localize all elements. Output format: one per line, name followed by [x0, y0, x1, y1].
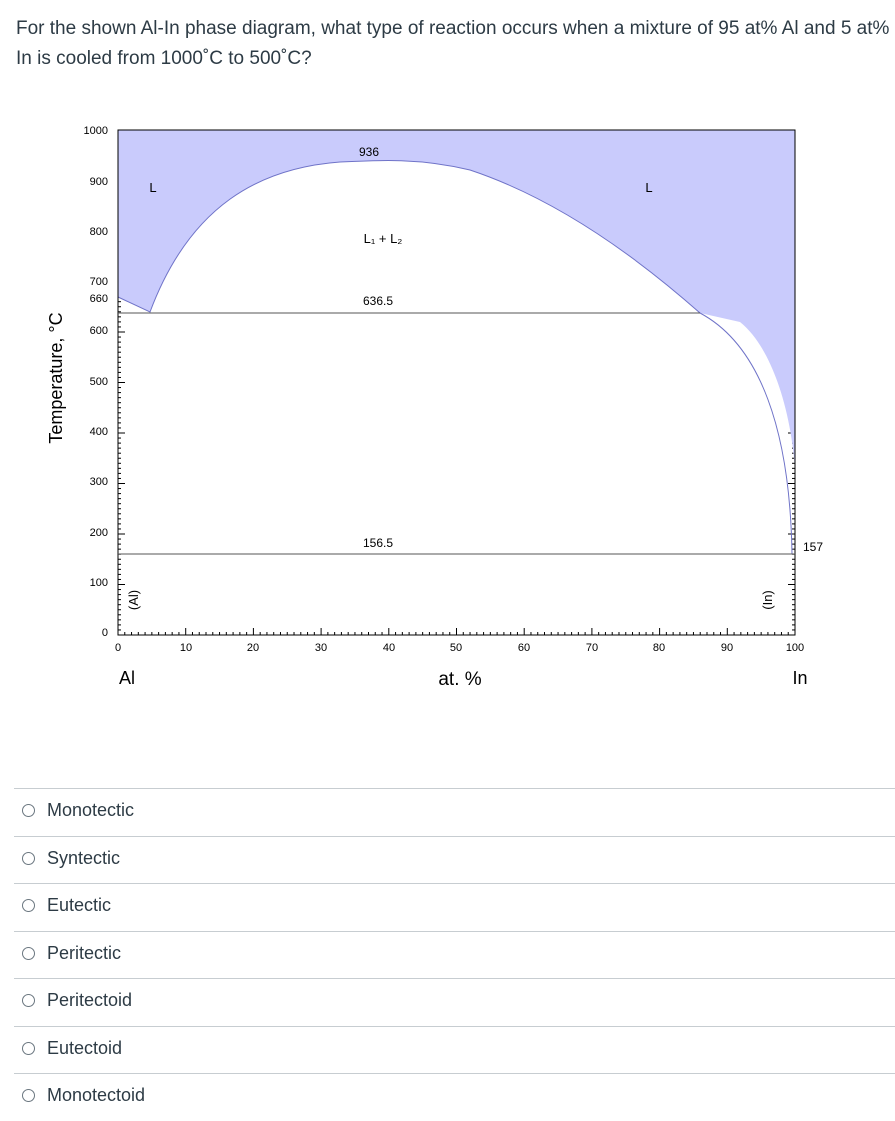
region-label-liquid-left: L — [149, 180, 156, 195]
answer-list: Monotectic Syntectic Eutectic Peritectic Per… — [14, 788, 895, 1121]
question-text: For the shown Al-In phase diagram, what … — [16, 18, 890, 69]
x-axis-title: at. % — [438, 669, 481, 690]
y-tick-700: 700 — [90, 276, 108, 288]
y-tick-labels: 1000 900 800 700 660 600 500 400 300 200… — [84, 125, 108, 639]
region-label-in-solid: (In) — [760, 590, 775, 610]
liquid-region-left — [118, 130, 795, 470]
temp-label-636-5: 636.5 — [363, 294, 393, 308]
x-tick-60: 60 — [518, 642, 530, 654]
radio-button[interactable] — [22, 804, 35, 817]
answer-label: Syntectic — [47, 847, 121, 868]
x-tick-labels: 0 10 20 30 40 50 60 70 80 90 100 — [115, 642, 804, 654]
x-tick-50: 50 — [450, 642, 462, 654]
y-tick-200: 200 — [90, 527, 108, 539]
x-tick-70: 70 — [586, 642, 598, 654]
radio-button[interactable] — [22, 994, 35, 1007]
region-label-liquid-right: L — [645, 180, 652, 195]
region-label-miscibility-gap: L₁ + L₂ — [364, 231, 403, 246]
answer-label: Monotectoid — [47, 1085, 146, 1105]
liquid-region-right — [117, 160, 793, 555]
region-label-al-solid: (Al) — [126, 590, 141, 610]
temp-label-936: 936 — [359, 145, 379, 159]
answer-option[interactable]: Peritectic — [14, 930, 895, 979]
x-tick-100: 100 — [786, 642, 804, 654]
answer-option[interactable]: Monotectoid — [14, 1073, 895, 1121]
temp-label-156-5: 156.5 — [363, 536, 393, 550]
answer-option[interactable]: Monotectic — [14, 788, 895, 836]
x-tick-90: 90 — [721, 642, 733, 654]
answer-label: Peritectic — [47, 942, 122, 963]
y-tick-600: 600 — [90, 325, 108, 337]
answer-option[interactable]: Eutectoid — [14, 1025, 895, 1074]
x-tick-40: 40 — [383, 642, 395, 654]
y-axis-title: Temperature, °C — [46, 312, 66, 443]
answer-label: Peritectoid — [47, 990, 133, 1010]
x-tick-0: 0 — [115, 642, 121, 654]
y-tick-660: 660 — [90, 293, 108, 305]
radio-button[interactable] — [22, 1041, 35, 1055]
plot-frame — [117, 129, 796, 636]
y-tick-800: 800 — [90, 226, 108, 238]
x-tick-10: 10 — [180, 642, 192, 654]
radio-button[interactable] — [22, 851, 35, 865]
phase-diagram: 1000 900 800 700 660 600 500 400 300 200… — [46, 125, 823, 690]
x-tick-30: 30 — [315, 642, 327, 654]
y-tick-400: 400 — [90, 426, 108, 438]
radio-button[interactable] — [22, 1089, 35, 1102]
answer-label: Eutectic — [47, 895, 112, 915]
element-right-label: In — [792, 668, 807, 688]
radio-button[interactable] — [22, 946, 35, 960]
answer-option[interactable]: Peritectoid — [14, 978, 895, 1026]
answer-option[interactable]: Eutectic — [14, 883, 895, 931]
y-tick-1000: 1000 — [84, 125, 108, 137]
y-tick-500: 500 — [90, 376, 108, 388]
answer-label: Eutectoid — [47, 1037, 123, 1058]
x-tick-20: 20 — [247, 642, 259, 654]
radio-button[interactable] — [22, 899, 35, 912]
y-tick-900: 900 — [90, 176, 108, 188]
x-tick-80: 80 — [653, 642, 665, 654]
y-tick-300: 300 — [90, 476, 108, 488]
answer-label: Monotectic — [47, 800, 135, 820]
y-tick-100: 100 — [90, 577, 108, 589]
element-left-label: Al — [119, 668, 135, 688]
temp-label-157: 157 — [803, 540, 823, 554]
answer-option[interactable]: Syntectic — [14, 835, 895, 884]
y-tick-0: 0 — [102, 627, 108, 639]
